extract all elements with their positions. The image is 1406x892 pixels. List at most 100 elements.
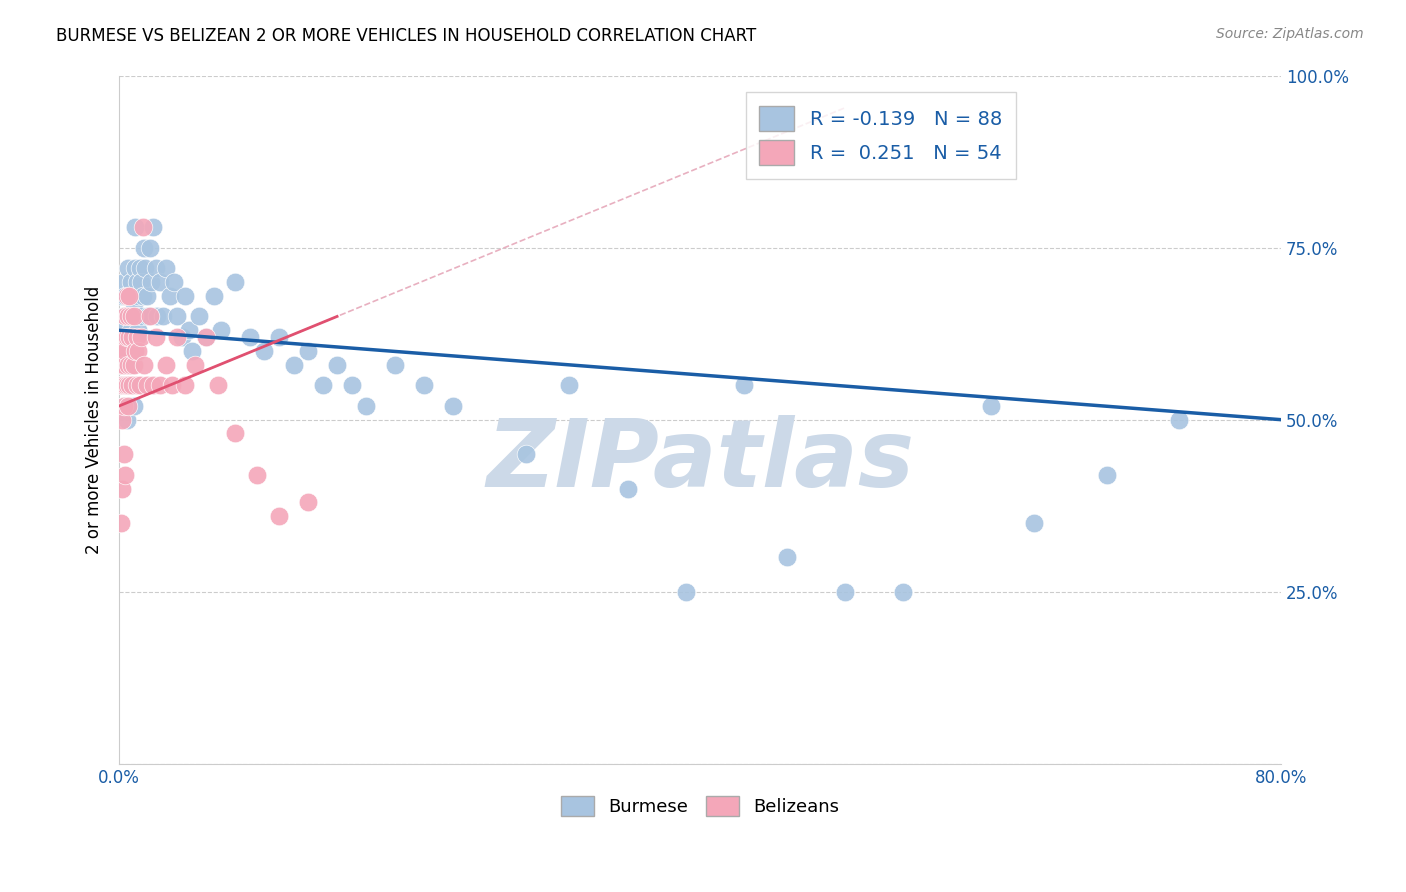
Point — [112, 275, 135, 289]
Point — [616, 482, 638, 496]
Point — [111, 482, 134, 496]
Point — [207, 378, 229, 392]
Point — [122, 358, 145, 372]
Point — [354, 399, 377, 413]
Point — [142, 378, 165, 392]
Point — [166, 310, 188, 324]
Point — [125, 330, 148, 344]
Point — [117, 310, 139, 324]
Point — [120, 323, 142, 337]
Text: BURMESE VS BELIZEAN 2 OR MORE VEHICLES IN HOUSEHOLD CORRELATION CHART: BURMESE VS BELIZEAN 2 OR MORE VEHICLES I… — [56, 27, 756, 45]
Point — [115, 378, 138, 392]
Point — [155, 358, 177, 372]
Point — [125, 275, 148, 289]
Point — [120, 358, 142, 372]
Point — [124, 219, 146, 234]
Point — [135, 289, 157, 303]
Point — [733, 378, 755, 392]
Point — [384, 358, 406, 372]
Point — [326, 358, 349, 372]
Point — [224, 426, 246, 441]
Point — [111, 316, 134, 330]
Point — [283, 358, 305, 372]
Point — [155, 261, 177, 276]
Point — [112, 358, 135, 372]
Point — [112, 343, 135, 358]
Point — [1095, 467, 1118, 482]
Point — [122, 295, 145, 310]
Point — [114, 378, 136, 392]
Point — [180, 343, 202, 358]
Point — [117, 358, 139, 372]
Point — [120, 358, 142, 372]
Point — [209, 323, 232, 337]
Point — [118, 289, 141, 303]
Point — [184, 358, 207, 372]
Point — [114, 378, 136, 392]
Point — [141, 275, 163, 289]
Point — [120, 310, 142, 324]
Point — [132, 358, 155, 372]
Point — [110, 358, 132, 372]
Point — [121, 378, 143, 392]
Point — [195, 330, 218, 344]
Point — [893, 584, 915, 599]
Point — [776, 550, 799, 565]
Point — [145, 330, 167, 344]
Text: Source: ZipAtlas.com: Source: ZipAtlas.com — [1216, 27, 1364, 41]
Point — [120, 275, 142, 289]
Point — [515, 447, 537, 461]
Point — [142, 219, 165, 234]
Point — [122, 343, 145, 358]
Point — [246, 467, 269, 482]
Point — [110, 330, 132, 344]
Point — [129, 275, 152, 289]
Point — [145, 261, 167, 276]
Point — [297, 343, 319, 358]
Point — [170, 330, 193, 344]
Point — [115, 310, 138, 324]
Point — [111, 289, 134, 303]
Point — [129, 330, 152, 344]
Point — [1022, 516, 1045, 530]
Point — [112, 310, 135, 324]
Point — [124, 343, 146, 358]
Point — [112, 399, 135, 413]
Legend: Burmese, Belizeans: Burmese, Belizeans — [554, 789, 846, 823]
Point — [129, 310, 152, 324]
Point — [267, 330, 290, 344]
Point — [173, 289, 195, 303]
Point — [128, 261, 150, 276]
Point — [127, 343, 149, 358]
Point — [134, 261, 156, 276]
Point — [188, 310, 211, 324]
Point — [115, 358, 138, 372]
Point — [253, 343, 276, 358]
Point — [340, 378, 363, 392]
Point — [110, 358, 132, 372]
Point — [159, 289, 181, 303]
Point — [149, 275, 172, 289]
Point — [139, 241, 162, 255]
Point — [127, 323, 149, 337]
Point — [118, 378, 141, 392]
Point — [139, 310, 162, 324]
Point — [118, 378, 141, 392]
Point — [112, 330, 135, 344]
Point — [131, 219, 153, 234]
Point — [149, 378, 172, 392]
Point — [121, 330, 143, 344]
Point — [124, 261, 146, 276]
Point — [122, 310, 145, 324]
Point — [115, 412, 138, 426]
Point — [118, 330, 141, 344]
Point — [111, 378, 134, 392]
Point — [834, 584, 856, 599]
Point — [441, 399, 464, 413]
Point — [297, 495, 319, 509]
Point — [173, 378, 195, 392]
Point — [114, 310, 136, 324]
Point — [117, 399, 139, 413]
Point — [132, 241, 155, 255]
Point — [117, 261, 139, 276]
